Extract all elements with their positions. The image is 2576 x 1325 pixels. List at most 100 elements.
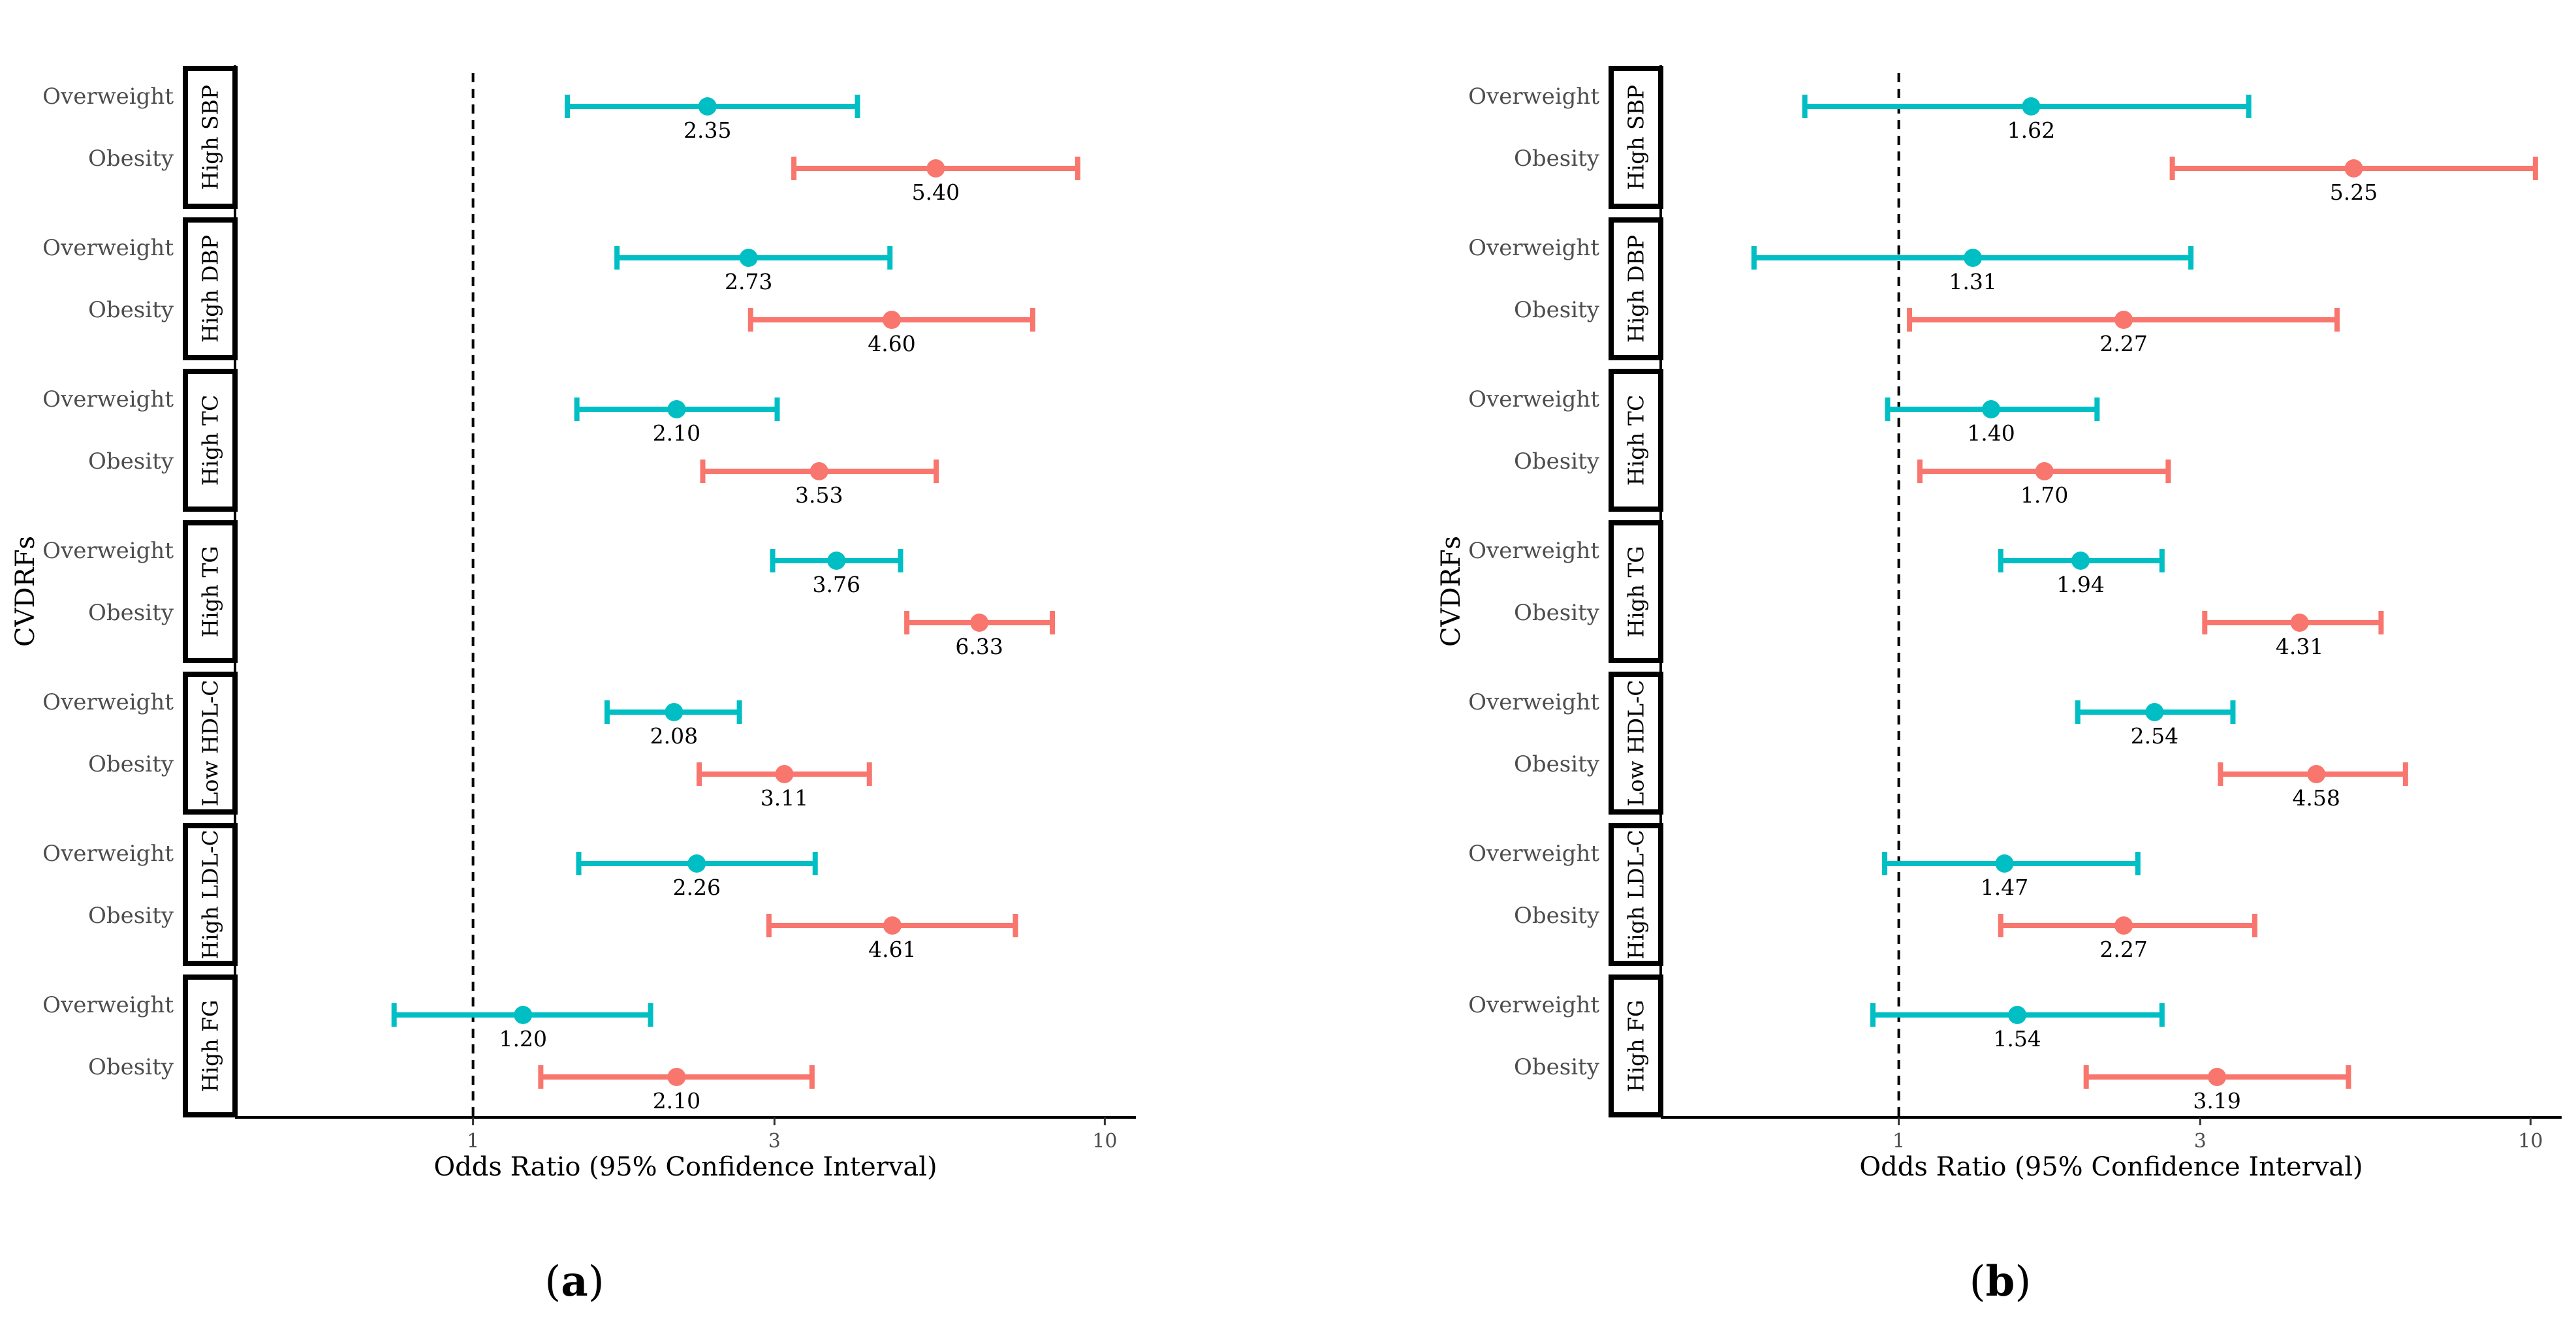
row-label: Obesity	[88, 600, 174, 626]
point-estimate	[667, 1068, 686, 1086]
x-tick-label: 1	[467, 1130, 479, 1153]
group-strip	[1609, 66, 1663, 209]
point-estimate	[667, 400, 686, 418]
or-value-label: 3.19	[2193, 1088, 2240, 1114]
point-estimate	[2022, 97, 2041, 116]
or-value-label: 2.10	[653, 1088, 700, 1114]
x-axis-title: Odds Ratio (95% Confidence Interval)	[1859, 1152, 2363, 1182]
or-value-label: 4.31	[2276, 634, 2323, 659]
or-value-label: 4.61	[868, 937, 916, 962]
or-value-label: 2.10	[653, 420, 700, 446]
point-estimate	[2208, 1068, 2227, 1086]
or-value-label: 2.26	[673, 875, 721, 900]
group-strip	[183, 974, 238, 1117]
or-value-label: 3.76	[813, 572, 860, 597]
row-label: Obesity	[1514, 1054, 1600, 1080]
row-label: Obesity	[1514, 600, 1600, 626]
or-value-label: 1.94	[2056, 572, 2104, 597]
point-estimate	[514, 1006, 533, 1024]
row-label: Obesity	[1514, 751, 1600, 777]
group-strip-label: High SBP	[1624, 85, 1649, 190]
group-strip-label: High DBP	[1624, 235, 1649, 343]
point-estimate	[775, 765, 794, 783]
or-value-label: 5.25	[2330, 179, 2378, 205]
group-strip	[183, 520, 238, 663]
group-strip	[1609, 369, 1663, 512]
x-tick-label: 3	[2194, 1130, 2207, 1153]
row-label: Overweight	[42, 992, 174, 1018]
or-value-label: 2.27	[2099, 331, 2147, 356]
group-strip-label: High TG	[1624, 546, 1649, 638]
group-strip	[1609, 823, 1663, 966]
row-label: Overweight	[1468, 538, 1599, 564]
group-strip	[183, 369, 238, 512]
or-value-label: 1.20	[499, 1026, 546, 1052]
group-strip	[183, 217, 238, 360]
group-strip	[1609, 217, 1663, 360]
point-estimate	[809, 462, 828, 480]
or-value-label: 4.60	[868, 331, 915, 356]
row-label: Obesity	[1514, 903, 1600, 929]
or-value-label: 1.40	[1967, 420, 2015, 446]
group-strip-label: High TC	[1624, 395, 1649, 486]
or-value-label: 3.11	[761, 785, 808, 811]
row-label: Overweight	[42, 386, 174, 413]
row-label: Obesity	[1514, 297, 1600, 323]
point-estimate	[2114, 311, 2133, 329]
point-estimate	[1995, 854, 2014, 873]
point-estimate	[2071, 552, 2090, 570]
row-label: Overweight	[42, 84, 174, 110]
or-value-label: 1.31	[1949, 269, 1996, 294]
row-label: Obesity	[88, 448, 174, 475]
row-label: Overweight	[42, 689, 174, 715]
group-strip-label: High FG	[198, 1000, 223, 1092]
or-value-label: 2.54	[2131, 723, 2178, 749]
x-tick-label: 10	[1092, 1130, 1117, 1153]
point-estimate	[2307, 765, 2326, 783]
row-label: Overweight	[42, 841, 174, 867]
row-label: Overweight	[42, 235, 174, 261]
point-estimate	[665, 703, 683, 721]
group-strip	[1609, 974, 1663, 1117]
row-label: Obesity	[88, 751, 174, 777]
x-tick-label: 10	[2518, 1130, 2543, 1153]
panel-label-letter: a	[561, 1257, 588, 1306]
point-estimate	[2145, 703, 2164, 721]
point-estimate	[926, 159, 945, 178]
group-strip-label: Low HDL-C	[1624, 679, 1649, 806]
row-label: Obesity	[1514, 146, 1600, 172]
point-estimate	[882, 311, 901, 329]
point-estimate	[883, 916, 902, 935]
panel-label: (a)	[544, 1257, 604, 1306]
y-axis-title: CVDRFs	[10, 536, 40, 647]
panel-label: (b)	[1970, 1257, 2032, 1306]
or-value-label: 5.40	[912, 179, 960, 205]
group-strip-label: High LDL-C	[1624, 830, 1649, 959]
point-estimate	[739, 249, 758, 267]
group-strip-label: High TC	[198, 395, 223, 486]
point-estimate	[1964, 249, 1983, 267]
point-estimate	[970, 614, 989, 632]
row-label: Overweight	[1468, 841, 1599, 867]
x-tick-label: 1	[1893, 1130, 1905, 1153]
or-value-label: 2.73	[725, 269, 772, 294]
forest-panel-b: 1 3 10 Odds Ratio (95% Confidence Interval)…	[1436, 65, 2562, 1306]
group-strip	[1609, 672, 1663, 815]
point-estimate	[1982, 400, 2001, 418]
group-strip	[183, 66, 238, 209]
row-label: Obesity	[1514, 448, 1600, 475]
point-estimate	[698, 97, 717, 116]
point-estimate	[687, 854, 706, 873]
or-value-label: 2.35	[683, 117, 731, 143]
row-label: Overweight	[1468, 84, 1599, 110]
or-value-label: 1.70	[2020, 482, 2068, 508]
or-value-label: 2.08	[650, 723, 698, 749]
row-label: Overweight	[42, 538, 174, 564]
group-strip-label: High SBP	[198, 85, 223, 190]
x-axis-title: Odds Ratio (95% Confidence Interval)	[433, 1152, 937, 1182]
or-value-label: 6.33	[955, 634, 1003, 659]
or-value-label: 3.53	[795, 482, 843, 508]
row-label: Obesity	[88, 1054, 174, 1080]
point-estimate	[2035, 462, 2054, 480]
